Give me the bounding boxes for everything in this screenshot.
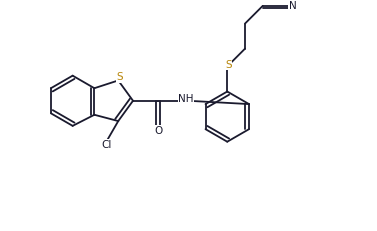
Text: S: S <box>225 60 232 70</box>
Text: O: O <box>154 126 162 136</box>
Text: S: S <box>116 73 123 82</box>
Text: NH: NH <box>178 94 194 104</box>
Text: N: N <box>289 1 297 11</box>
Text: Cl: Cl <box>102 140 112 149</box>
